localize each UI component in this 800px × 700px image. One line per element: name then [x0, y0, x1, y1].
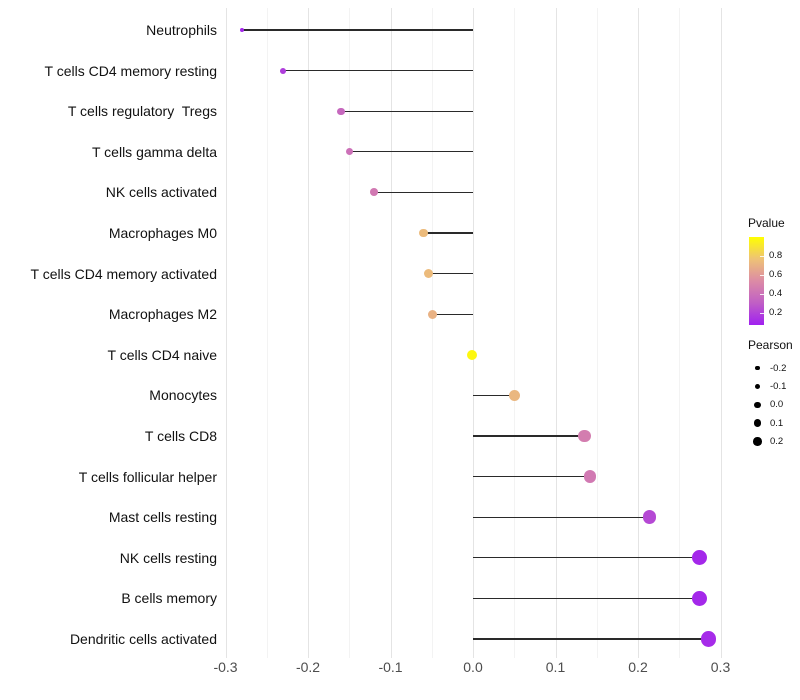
- x-tick-label: 0.1: [545, 659, 566, 675]
- colorbar-tick-label: 0.4: [769, 288, 783, 300]
- lollipop-dot: [280, 67, 287, 74]
- x-tick-label: 0.3: [710, 659, 731, 675]
- size-legend-label: -0.1: [770, 380, 787, 392]
- major-gridline: [720, 8, 722, 658]
- category-label: NK cells resting: [119, 549, 217, 566]
- category-label: T cells follicular helper: [78, 468, 217, 485]
- major-gridline: [225, 8, 227, 658]
- stem-line: [283, 69, 473, 72]
- category-label: NK cells activated: [105, 184, 217, 201]
- x-tick-label: -0.1: [378, 659, 403, 675]
- stem-line: [428, 272, 473, 275]
- category-label: T cells regulatory Tregs: [67, 103, 217, 120]
- stem-line: [473, 638, 709, 640]
- colorbar-tick-mark: [760, 255, 764, 257]
- lollipop-dot: [642, 510, 657, 525]
- minor-gridline: [349, 8, 351, 658]
- stem-line: [473, 516, 650, 518]
- minor-gridline: [514, 8, 516, 658]
- lollipop-dot: [337, 107, 345, 115]
- category-label: Macrophages M0: [108, 225, 217, 241]
- minor-gridline: [431, 8, 433, 658]
- colorbar-tick-label: 0.6: [769, 269, 783, 281]
- lollipop-dot: [345, 148, 353, 156]
- x-tick-label: -0.2: [295, 659, 321, 675]
- lollipop-dot: [419, 228, 428, 238]
- stem-line: [473, 435, 585, 437]
- stem-line: [374, 191, 473, 194]
- size-legend-dot: [755, 365, 760, 371]
- stem-line: [349, 151, 473, 153]
- colorbar-tick-mark: [760, 293, 764, 295]
- size-legend-label: 0.0: [770, 399, 784, 411]
- size-legend-label: -0.2: [770, 362, 787, 374]
- stem-line: [242, 29, 473, 31]
- major-gridline: [555, 8, 557, 658]
- minor-gridline: [596, 8, 598, 658]
- major-gridline: [473, 8, 474, 658]
- minor-gridline: [679, 8, 681, 658]
- category-label: Dendritic cells activated: [69, 631, 217, 647]
- lollipop-dot: [370, 188, 378, 197]
- major-gridline: [308, 8, 309, 658]
- size-legend-dot: [753, 437, 762, 446]
- stem-line: [473, 394, 515, 397]
- colorbar-tick-label: 0.8: [769, 250, 783, 262]
- major-gridline: [390, 8, 392, 658]
- stem-line: [432, 313, 473, 315]
- lollipop-dot: [700, 631, 716, 647]
- size-legend-dot: [754, 383, 761, 390]
- category-label: Macrophages M2: [108, 306, 217, 323]
- lollipop-dot: [428, 309, 438, 319]
- category-label: T cells CD4 memory activated: [30, 265, 217, 282]
- x-tick-label: 0.0: [463, 659, 483, 675]
- category-label: T cells CD4 memory resting: [44, 62, 217, 79]
- size-legend-dot: [753, 419, 762, 427]
- lollipop-dot: [423, 269, 433, 279]
- lollipop-dot: [692, 590, 708, 606]
- lollipop-dot: [583, 470, 597, 483]
- lollipop-dot: [239, 27, 245, 33]
- stem-line: [341, 110, 473, 112]
- lollipop-dot: [467, 349, 478, 360]
- minor-gridline: [266, 8, 268, 658]
- size-legend-label: 0.1: [770, 417, 784, 429]
- category-label: B cells memory: [121, 590, 217, 607]
- lollipop-dot: [508, 389, 520, 401]
- category-label: T cells CD4 naive: [107, 346, 217, 363]
- lollipop-dot: [692, 550, 708, 566]
- colorbar-tick-label: 0.2: [769, 307, 783, 319]
- lollipop-dot: [578, 429, 591, 443]
- stem-line: [473, 475, 591, 478]
- category-label: Monocytes: [149, 387, 217, 404]
- category-label: Neutrophils: [146, 22, 217, 38]
- pvalue-colorbar: [749, 237, 764, 325]
- x-tick-label: 0.2: [628, 659, 648, 675]
- category-label: T cells CD8: [144, 428, 217, 444]
- size-legend-label: 0.2: [770, 436, 784, 448]
- category-label: Mast cells resting: [108, 509, 217, 526]
- stem-line: [473, 557, 700, 559]
- pvalue-legend-title: Pvalue: [748, 216, 785, 230]
- major-gridline: [638, 8, 639, 658]
- stem-line: [473, 597, 700, 600]
- stem-line: [423, 232, 473, 234]
- colorbar-tick-mark: [760, 274, 764, 276]
- size-legend-dot: [754, 401, 761, 409]
- colorbar-tick-mark: [760, 312, 764, 314]
- pearson-legend-title: Pearson: [748, 338, 793, 352]
- category-label: T cells gamma delta: [91, 143, 217, 160]
- x-tick-label: -0.3: [213, 659, 238, 675]
